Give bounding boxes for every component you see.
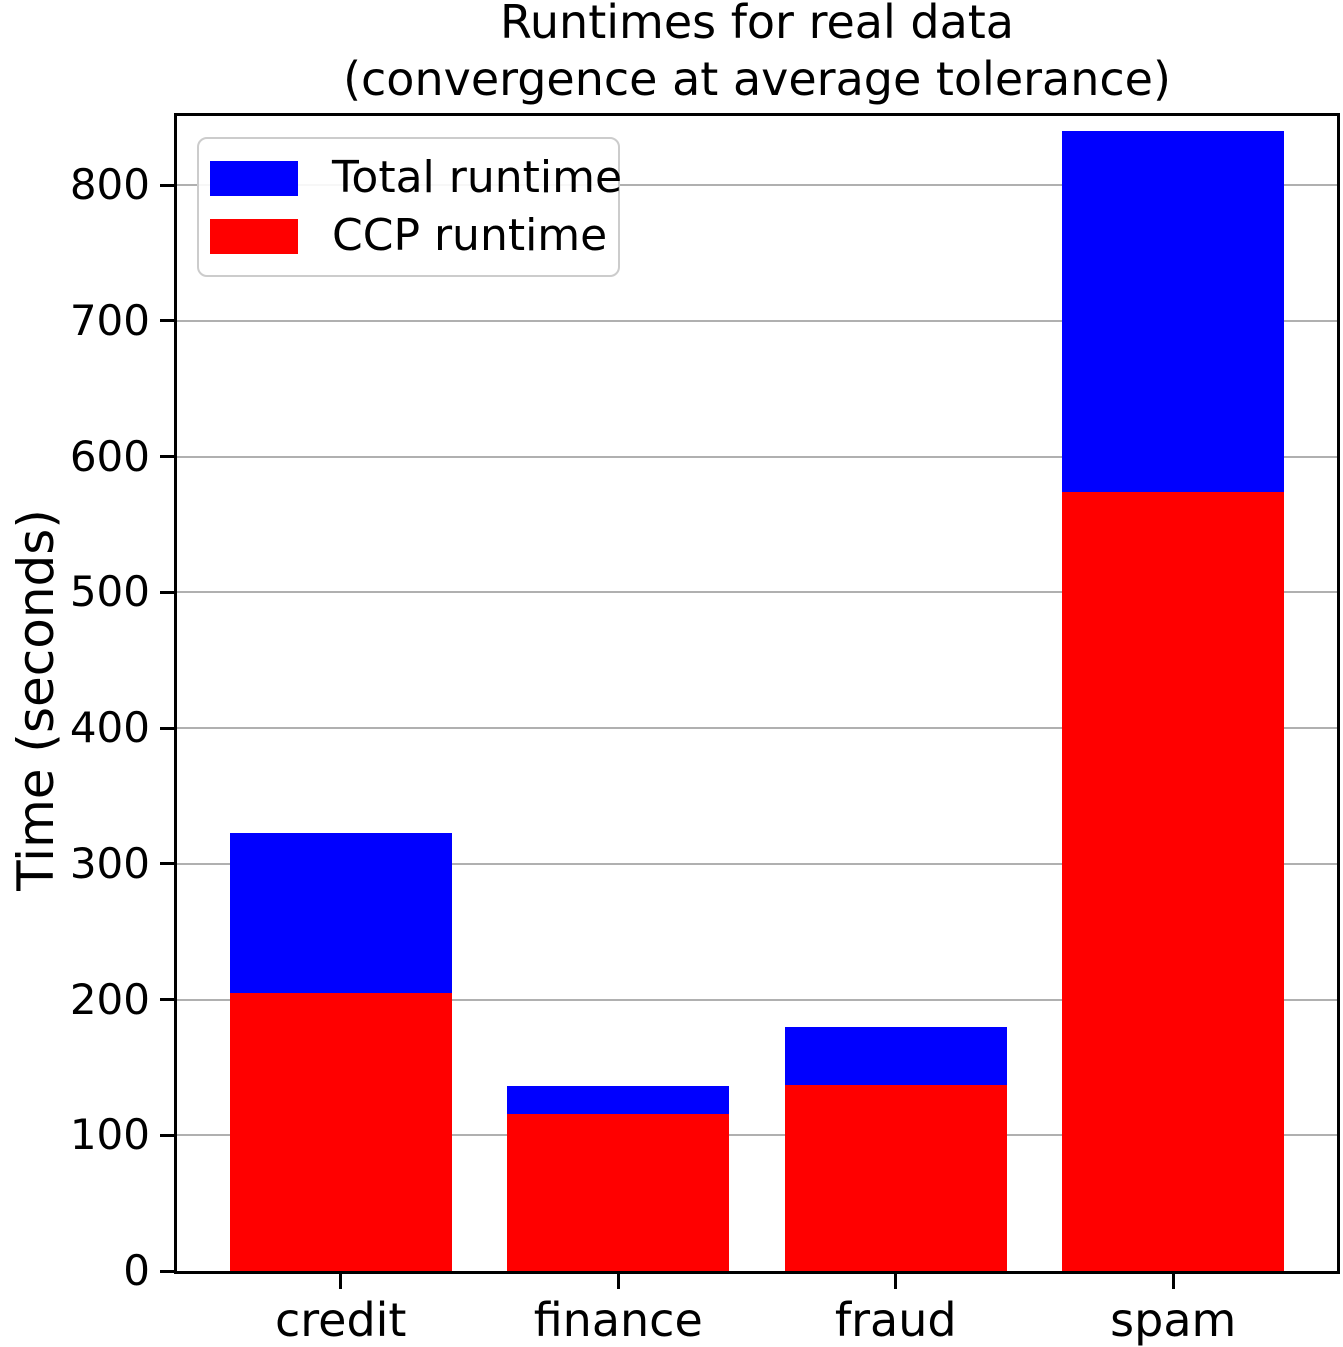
gridline-800 xyxy=(177,184,1337,187)
legend-row-total-runtime: Total runtime xyxy=(210,154,622,202)
bar-ccp-runtime-spam xyxy=(1062,491,1285,1271)
y-tick-label-800: 800 xyxy=(69,160,150,210)
legend-swatch-total-runtime xyxy=(210,160,298,196)
bar-ccp-runtime-credit xyxy=(229,992,452,1271)
x-tick-mark-credit xyxy=(339,1274,343,1289)
legend-row-ccp-runtime: CCP runtime xyxy=(210,212,618,260)
legend: Total runtime CCP runtime xyxy=(197,137,622,277)
x-tick-mark-fraud xyxy=(894,1274,898,1289)
y-tick-mark-400 xyxy=(160,726,177,730)
chart-title-line-2: (convergence at average tolerance) xyxy=(343,52,1171,106)
y-tick-label-700: 700 xyxy=(69,295,150,345)
legend-label-total-runtime: Total runtime xyxy=(332,152,623,203)
y-tick-label-400: 400 xyxy=(69,703,150,753)
x-tick-label-finance: finance xyxy=(533,1293,703,1347)
gridline-600 xyxy=(177,455,1337,458)
y-tick-label-0: 0 xyxy=(123,1246,150,1295)
gridline-300 xyxy=(177,862,1337,865)
y-tick-mark-500 xyxy=(160,590,177,594)
x-tick-mark-spam xyxy=(1171,1274,1175,1289)
y-tick-label-300: 300 xyxy=(69,838,150,888)
y-tick-label-600: 600 xyxy=(69,431,150,481)
gridline-400 xyxy=(177,727,1337,730)
legend-label-ccp-runtime: CCP runtime xyxy=(332,210,608,261)
y-tick-mark-100 xyxy=(160,1133,177,1137)
x-tick-label-credit: credit xyxy=(274,1293,407,1347)
y-tick-label-100: 100 xyxy=(69,1110,150,1160)
legend-swatch-ccp-runtime xyxy=(210,218,298,254)
chart-title-line-1: Runtimes for real data xyxy=(500,0,1014,49)
bar-ccp-runtime-finance xyxy=(507,1113,730,1271)
x-tick-label-fraud: fraud xyxy=(834,1293,957,1347)
y-tick-mark-700 xyxy=(160,319,177,323)
y-tick-mark-0 xyxy=(160,1269,177,1273)
gridline-200 xyxy=(177,998,1337,1001)
chart-title: Runtimes for real data (convergence at a… xyxy=(177,0,1337,108)
bar-ccp-runtime-fraud xyxy=(784,1085,1007,1271)
gridline-100 xyxy=(177,1134,1337,1137)
y-tick-mark-600 xyxy=(160,455,177,459)
y-tick-label-200: 200 xyxy=(69,974,150,1024)
y-axis-label: Time (seconds) xyxy=(7,509,65,891)
x-tick-mark-finance xyxy=(616,1274,620,1289)
y-tick-mark-800 xyxy=(160,183,177,187)
y-tick-mark-300 xyxy=(160,862,177,866)
gridline-500 xyxy=(177,591,1337,594)
plot-area: Total runtime CCP runtime xyxy=(177,116,1337,1271)
gridline-700 xyxy=(177,319,1337,322)
x-tick-label-spam: spam xyxy=(1110,1293,1237,1347)
y-tick-mark-200 xyxy=(160,998,177,1002)
y-tick-label-500: 500 xyxy=(69,567,150,617)
